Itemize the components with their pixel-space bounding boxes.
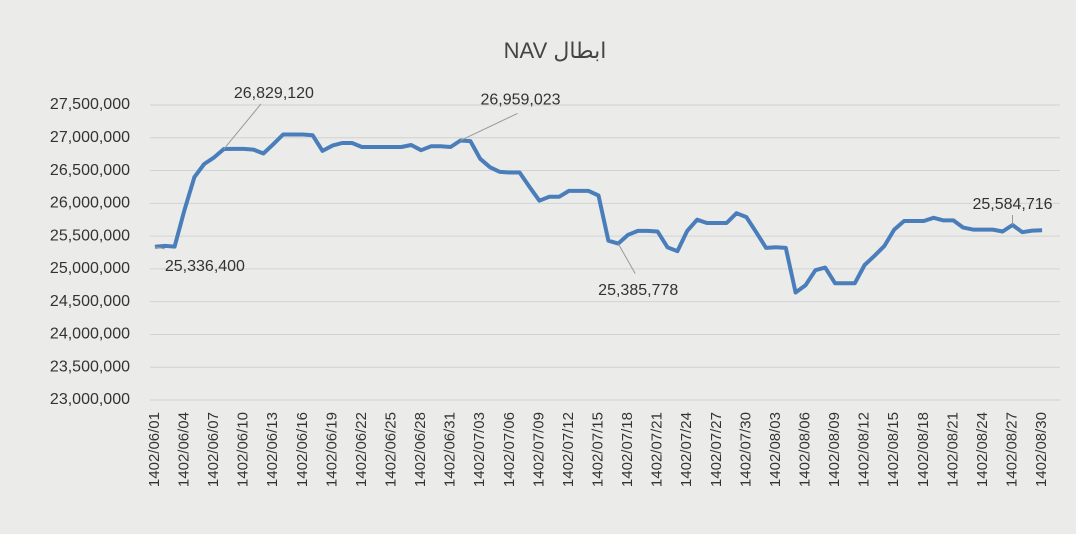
data-label: 25,336,400 (165, 258, 245, 275)
x-tick-label: 1402/08/24 (974, 412, 991, 487)
x-tick-label: 1402/06/13 (264, 412, 281, 487)
x-tick-label: 1402/06/31 (442, 412, 459, 487)
x-tick-label: 1402/07/15 (589, 412, 606, 487)
x-tick-label: 1402/07/03 (471, 412, 488, 487)
x-tick-label: 1402/06/22 (353, 412, 370, 487)
x-tick-label: 1402/08/09 (826, 412, 843, 487)
y-tick-label: 25,500,000 (50, 227, 130, 244)
y-tick-label: 26,000,000 (50, 195, 130, 212)
x-tick-label: 1402/07/06 (501, 412, 518, 487)
x-tick-label: 1402/08/18 (915, 412, 932, 487)
x-tick-label: 1402/08/30 (1033, 412, 1050, 487)
y-tick-label: 27,000,000 (50, 129, 130, 146)
data-label: 25,584,716 (972, 196, 1052, 213)
x-tick-label: 1402/07/09 (530, 412, 547, 487)
x-tick-label: 1402/08/12 (856, 412, 873, 487)
x-tick-label: 1402/07/18 (619, 412, 636, 487)
data-line (154, 132, 1043, 295)
x-tick-label: 1402/06/10 (235, 412, 252, 487)
x-tick-label: 1402/07/24 (678, 412, 695, 487)
x-tick-label: 1402/06/01 (146, 412, 163, 487)
y-tick-label: 24,000,000 (50, 326, 130, 343)
leader-line (223, 103, 262, 150)
x-tick-label: 1402/06/07 (205, 412, 222, 487)
y-tick-label: 27,500,000 (50, 96, 130, 113)
x-tick-label: 1402/07/27 (708, 412, 725, 487)
x-tick-label: 1402/06/28 (412, 412, 429, 487)
x-tick-label: 1402/08/27 (1003, 412, 1020, 487)
x-tick-label: 1402/07/30 (737, 412, 754, 487)
leader-line (154, 246, 166, 250)
leader-line (617, 243, 636, 274)
x-tick-label: 1402/06/04 (175, 412, 192, 487)
y-tick-label: 23,500,000 (50, 358, 130, 375)
x-tick-label: 1402/08/15 (885, 412, 902, 487)
chart-title: ابطال NAV (504, 38, 607, 63)
x-tick-label: 1402/06/16 (294, 412, 311, 487)
x-tick-label: 1402/08/21 (944, 412, 961, 487)
y-tick-label: 23,000,000 (50, 391, 130, 408)
data-label: 26,959,023 (480, 92, 560, 109)
data-label: 25,385,778 (598, 282, 678, 299)
x-tick-label: 1402/07/21 (649, 412, 666, 487)
y-tick-label: 25,000,000 (50, 260, 130, 277)
x-tick-label: 1402/07/12 (560, 412, 577, 487)
y-tick-label: 24,500,000 (50, 293, 130, 310)
leader-line (460, 113, 518, 141)
x-tick-label: 1402/08/06 (796, 412, 813, 487)
x-tick-label: 1402/06/19 (323, 412, 340, 487)
x-tick-label: 1402/06/25 (382, 412, 399, 487)
y-tick-label: 26,500,000 (50, 162, 130, 179)
x-tick-label: 1402/08/03 (767, 412, 784, 487)
data-label: 26,829,120 (234, 85, 314, 102)
